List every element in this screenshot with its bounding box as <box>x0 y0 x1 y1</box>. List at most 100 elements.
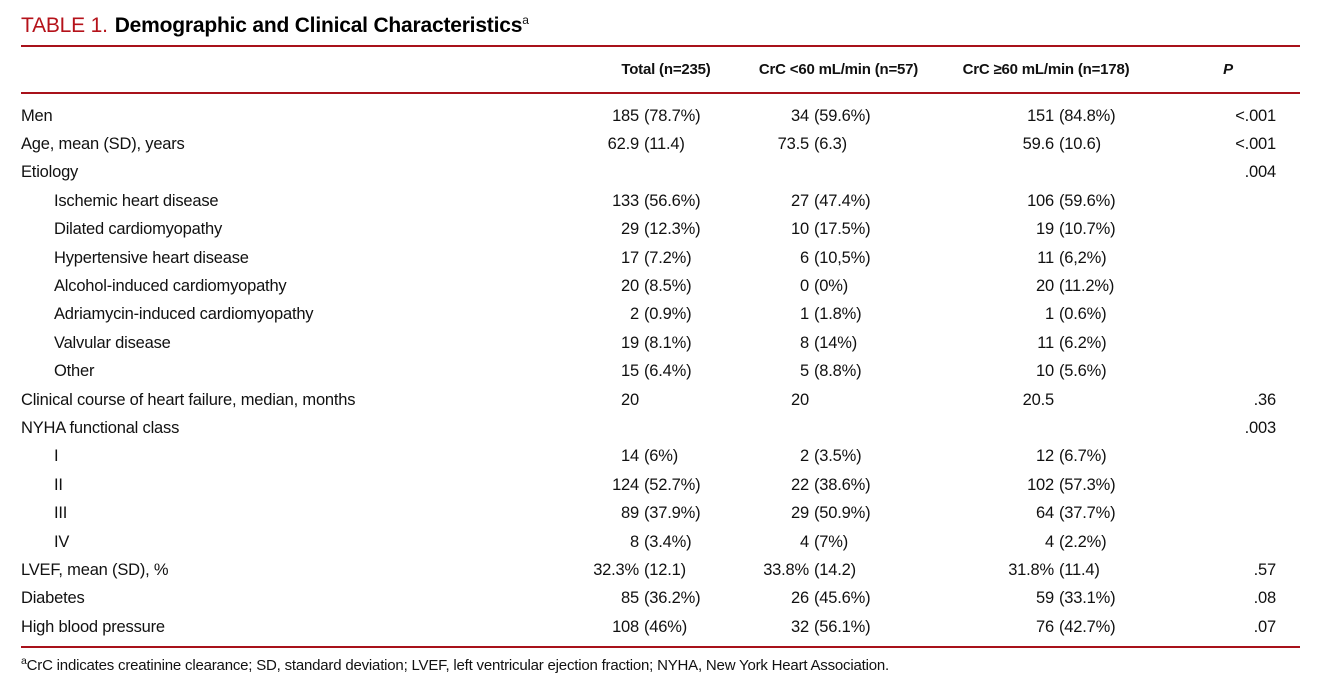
cell-crc-lt60-number: 1 <box>800 305 809 324</box>
cell-crc-ge60-number: 19 <box>1036 220 1054 239</box>
cell-crc-ge60-number: 4 <box>1045 532 1054 551</box>
cell-crc-ge60-number: 20.5 <box>1022 390 1055 409</box>
cell-crc-lt60: 6 (10,5%) <box>751 249 926 268</box>
cell-crc-ge60-number: 59 <box>1036 589 1054 608</box>
cell-crc-lt60: 27 (47.4%) <box>751 192 926 211</box>
row-label: II <box>54 475 63 494</box>
cell-crc-ge60: 19 (10.7%) <box>926 220 1166 239</box>
cell-total-percent: (56.6%) <box>644 191 701 210</box>
table-body: Men 185 (78.7%) 34 (59.6%) 1 5 1 (84.8%) <.00… <box>21 94 1300 641</box>
table-row: Adriamycin-induced cardiomyopathy 2 (0.9%… <box>21 301 1300 329</box>
cell-crc-lt60-percent: (1.8%) <box>814 305 862 324</box>
cell-total: 108 (46%) <box>581 618 751 637</box>
cell-crc-lt60-percent: (14.2) <box>814 560 856 579</box>
cell-crc-lt60-number: 0 <box>800 277 809 296</box>
cell-total: 20 (8.5%) <box>581 277 751 296</box>
cell-total-number: 19 <box>621 333 639 352</box>
cell-crc-lt60-number: 5 <box>800 362 809 381</box>
cell-crc-lt60-number: 6 <box>800 248 809 267</box>
cell-total-number: 8 <box>630 532 639 551</box>
cell-crc-lt60: 20 <box>751 391 926 410</box>
cell-crc-lt60-percent: (7%) <box>814 532 849 551</box>
cell-p-value: .57 <box>1253 560 1277 579</box>
cell-total-percent: (6%) <box>644 447 679 466</box>
cell-crc-lt60: 5 (8.8%) <box>751 362 926 381</box>
cell-total-percent: (8.5%) <box>644 277 692 296</box>
column-header-p: P <box>1223 61 1233 78</box>
column-header-crc-lt60: CrC <60 mL/min (n=57) <box>758 61 919 78</box>
cell-crc-lt60: 2 (3.5%) <box>751 447 926 466</box>
cell-total: 2 (0.9%) <box>581 305 751 324</box>
row-label: Clinical course of heart failure, median… <box>21 390 356 409</box>
row-label: Men <box>21 106 53 125</box>
table-row: Valvular disease 19 (8.1%) 8 (14%) 11 (6.2%… <box>21 329 1300 357</box>
page-title: TABLE 1. Demographic and Clinical Charact… <box>21 8 1300 38</box>
cell-crc-lt60-number: 22 <box>791 475 809 494</box>
cell-crc-lt60: 29 (50.9%) <box>751 504 926 523</box>
cell-total: 32.3% (12.1) <box>581 561 751 580</box>
cell-crc-lt60-percent: (45.6%) <box>814 589 871 608</box>
cell-crc-ge60-percent: (42.7%) <box>1059 617 1116 636</box>
cell-crc-lt60: 10 (17.5%) <box>751 220 926 239</box>
cell-total: 19 (8.1%) <box>581 334 751 353</box>
cell-crc-ge60-percent: (6,2%) <box>1059 248 1107 267</box>
cell-crc-ge60-percent: (10.6) <box>1059 135 1101 154</box>
cell-crc-lt60-number: 29 <box>791 504 809 523</box>
cell-crc-ge60-percent: (11.2%) <box>1059 277 1115 296</box>
cell-crc-lt60-number: 4 <box>800 532 809 551</box>
cell-total: 89 (37.9%) <box>581 504 751 523</box>
cell-crc-lt60-number: 2 <box>800 447 809 466</box>
cell-total: 17 (7.2%) <box>581 249 751 268</box>
cell-crc-ge60-number: 10 <box>1036 362 1054 381</box>
cell-crc-ge60: 106 (59.6%) <box>926 192 1166 211</box>
cell-total-percent: (7.2%) <box>644 248 692 267</box>
row-label: Ischemic heart disease <box>54 191 219 210</box>
cell-crc-lt60-percent: (8.8%) <box>814 362 862 381</box>
cell-crc-ge60-number: 12 <box>1036 447 1054 466</box>
cell-crc-lt60-percent: (50.9%) <box>814 504 871 523</box>
table-row: II 124 (52.7%) 22 (38.6%) 102 (57.3%) <box>21 471 1300 499</box>
cell-total: 185 (78.7%) <box>581 107 751 126</box>
rule-under-header <box>21 92 1300 94</box>
cell-crc-ge60-number: 102 <box>1027 475 1054 494</box>
cell-crc-lt60-number: 20 <box>791 390 809 409</box>
cell-total-number: 85 <box>621 589 639 608</box>
cell-crc-lt60-percent: (6.3) <box>814 135 847 154</box>
cell-total-percent: (3.4%) <box>644 532 692 551</box>
cell-crc-lt60: 34 (59.6%) <box>751 107 926 126</box>
cell-crc-ge60: 59 (33.1%) <box>926 589 1166 608</box>
cell-crc-ge60-number: 20 <box>1036 277 1054 296</box>
row-label: Hypertensive heart disease <box>54 248 249 267</box>
cell-crc-ge60-percent: (37.7%) <box>1059 504 1116 523</box>
cell-crc-ge60-percent: (6.7%) <box>1059 447 1107 466</box>
cell-crc-lt60-percent: (59.6%) <box>814 106 871 125</box>
row-label: Etiology <box>21 163 79 182</box>
cell-total-number: 185 <box>612 106 639 125</box>
cell-crc-ge60: 102 (57.3%) <box>926 476 1166 495</box>
cell-crc-lt60: 1 (1.8%) <box>751 305 926 324</box>
cell-crc-lt60: 32 (56.1%) <box>751 618 926 637</box>
cell-crc-lt60-percent: (3.5%) <box>814 447 862 466</box>
row-label: High blood pressure <box>21 617 165 636</box>
cell-crc-lt60: 73.5 (6.3) <box>751 135 926 154</box>
cell-total: 15 (6.4%) <box>581 362 751 381</box>
cell-total-percent: (0.9%) <box>644 305 692 324</box>
cell-total: 20 <box>581 391 751 410</box>
cell-total-percent: (36.2%) <box>644 589 701 608</box>
cell-p-value: <.001 <box>1235 135 1276 154</box>
cell-crc-ge60-number: 1 <box>1045 305 1054 324</box>
table-row: I 14 (6%) 2 (3.5%) 12 (6.7%) <box>21 443 1300 471</box>
cell-crc-ge60: 20 (11.2%) <box>926 277 1166 296</box>
rule-above-footnote <box>21 646 1300 649</box>
row-label: NYHA functional class <box>21 418 180 437</box>
table-row: NYHA functional class .003 <box>21 414 1300 442</box>
cell-crc-ge60-percent: (84.8%) <box>1059 106 1116 125</box>
cell-total-number: 108 <box>612 617 639 636</box>
cell-crc-ge60-percent: (6.2%) <box>1059 333 1107 352</box>
table-row: Clinical course of heart failure, median… <box>21 386 1300 414</box>
cell-p-value: <.001 <box>1235 106 1276 125</box>
cell-crc-ge60-percent: (33.1%) <box>1059 589 1116 608</box>
row-label: Alcohol-induced cardiomyopathy <box>54 277 287 296</box>
cell-total: 85 (36.2%) <box>581 589 751 608</box>
cell-crc-lt60-number: 34 <box>791 106 809 125</box>
